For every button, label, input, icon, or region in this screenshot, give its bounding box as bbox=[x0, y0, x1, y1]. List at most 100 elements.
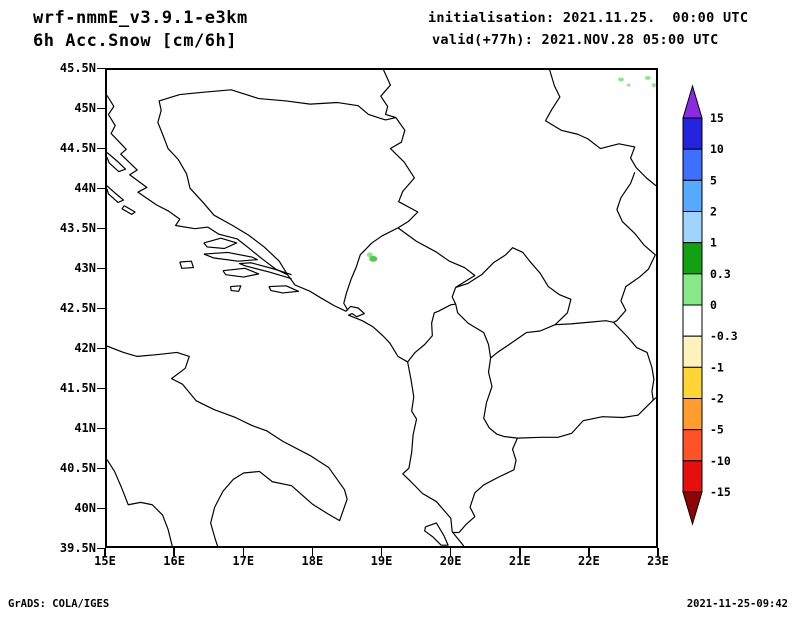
y-axis-label: 45N bbox=[74, 101, 96, 115]
colorbar-segment bbox=[682, 398, 703, 431]
y-axis-label: 40.5N bbox=[59, 461, 96, 475]
y-axis-label: 42N bbox=[74, 341, 96, 355]
model-title: wrf-nmmE_v3.9.1-e3km bbox=[33, 8, 248, 28]
field-title: 6h Acc.Snow [cm/6h] bbox=[33, 31, 237, 51]
y-axis-label: 41.5N bbox=[59, 381, 96, 395]
y-axis-label: 44.5N bbox=[59, 141, 96, 155]
macedonia-border bbox=[517, 320, 655, 439]
snow-accumulation-spot bbox=[644, 75, 651, 80]
map-frame bbox=[105, 68, 658, 548]
x-axis-label: 20E bbox=[439, 554, 462, 568]
y-tick-mark bbox=[97, 307, 105, 309]
x-tick-mark bbox=[242, 548, 244, 556]
coastline-brac-island bbox=[203, 237, 238, 250]
colorbar-label: 15 bbox=[710, 111, 724, 125]
snow-accumulation-spot bbox=[366, 252, 373, 258]
y-axis-label: 45.5N bbox=[59, 61, 96, 75]
coastline-adriatic-coast bbox=[107, 95, 465, 546]
colorbar-segment bbox=[682, 273, 703, 306]
coastline-italy-adriatic-coast bbox=[107, 345, 348, 546]
colorbar-label: 10 bbox=[710, 142, 724, 156]
coastline-peljesac-peninsula bbox=[238, 262, 292, 280]
colorbar-label: 1 bbox=[710, 236, 717, 250]
y-tick-mark bbox=[97, 147, 105, 149]
albania-east-border bbox=[452, 357, 519, 534]
snow-accumulation-spot bbox=[626, 83, 631, 87]
y-tick-mark bbox=[97, 427, 105, 429]
coastline-vis-island bbox=[179, 260, 195, 269]
snow-accumulation-spot bbox=[651, 83, 656, 88]
colorbar-segment bbox=[682, 429, 703, 462]
colorbar-label: -10 bbox=[710, 454, 731, 468]
colorbar-label: -0.3 bbox=[710, 329, 738, 343]
x-axis-label: 22E bbox=[578, 554, 600, 568]
x-tick-mark bbox=[104, 548, 106, 556]
snow-accumulation-spot bbox=[369, 255, 378, 262]
colorbar-segment bbox=[682, 179, 703, 213]
y-axis-label: 40N bbox=[74, 501, 96, 515]
y-tick-mark bbox=[97, 507, 105, 509]
colorbar-segment bbox=[682, 460, 703, 493]
y-axis-label: 43.5N bbox=[59, 221, 96, 235]
y-axis-label: 39.5N bbox=[59, 541, 96, 555]
y-tick-mark bbox=[97, 467, 105, 469]
colorbar-label: 2 bbox=[710, 205, 717, 219]
x-tick-mark bbox=[380, 548, 383, 556]
valid-time: valid(+77h): 2021.NOV.28 05:00 UTC bbox=[432, 32, 719, 48]
coastline-italy-tyrrhenian-coast bbox=[107, 459, 173, 546]
coastline-dugi-otok bbox=[107, 185, 125, 204]
coastline-mljet-island bbox=[268, 285, 300, 294]
colorbar-label: 5 bbox=[710, 173, 717, 187]
montenegro-serbia-border bbox=[397, 227, 476, 288]
serbia-croatia-border bbox=[380, 70, 397, 119]
colorbar-segment bbox=[682, 211, 703, 244]
x-tick-mark bbox=[449, 548, 452, 556]
colorbar-label: -15 bbox=[710, 485, 731, 499]
y-axis-label: 41N bbox=[74, 421, 96, 435]
x-axis-label: 23E bbox=[647, 554, 669, 568]
y-tick-mark bbox=[97, 107, 105, 109]
colorbar: 15 10 5 2 1 0.3 0 -0.3 -1 -2 -5 -10 -15 bbox=[682, 84, 738, 526]
colorbar-top-arrow bbox=[682, 84, 703, 119]
x-axis-label: 15E bbox=[94, 554, 116, 568]
colorbar-label: 0 bbox=[710, 298, 717, 312]
creation-timestamp: 2021-11-25-09:42 bbox=[686, 598, 788, 610]
bosnia-montenegro-border bbox=[343, 227, 399, 311]
colorbar-bottom-arrow bbox=[682, 491, 703, 526]
x-tick-mark bbox=[311, 548, 314, 556]
colorbar-label: -1 bbox=[710, 360, 724, 374]
croatia-bosnia-border bbox=[157, 89, 397, 275]
grads-credit: GrADS: COLA/IGES bbox=[8, 598, 110, 610]
initialisation-time: initialisation: 2021.11.25. 00:00 UTC bbox=[428, 10, 749, 26]
coastline-corfu-island bbox=[424, 522, 449, 546]
x-axis-label: 18E bbox=[301, 554, 324, 568]
y-tick-mark bbox=[97, 387, 105, 389]
coastline-hvar-island bbox=[203, 251, 258, 262]
x-tick-mark bbox=[173, 548, 175, 556]
y-axis-label: 43N bbox=[74, 261, 96, 275]
colorbar-segment bbox=[682, 148, 703, 181]
coastline-lastovo-island bbox=[229, 285, 242, 292]
y-tick-mark bbox=[97, 547, 105, 549]
bulgaria-greece-border bbox=[652, 397, 656, 401]
colorbar-segment bbox=[682, 335, 703, 368]
y-tick-mark bbox=[97, 227, 105, 229]
colorbar-label: -2 bbox=[710, 392, 724, 406]
colorbar-label: 0.3 bbox=[710, 267, 731, 281]
serbia-bosnia-border bbox=[389, 117, 419, 229]
y-axis-label: 42.5N bbox=[59, 301, 96, 315]
coastline-korcula-island bbox=[222, 267, 260, 278]
snow-accumulation-spot bbox=[617, 77, 624, 82]
y-tick-mark bbox=[97, 187, 105, 189]
y-tick-mark bbox=[97, 267, 105, 269]
colorbar-label: -5 bbox=[710, 423, 724, 437]
x-axis-label: 19E bbox=[370, 554, 393, 568]
x-axis-label: 21E bbox=[508, 554, 531, 568]
x-tick-mark bbox=[588, 548, 590, 556]
kosovo-border bbox=[451, 247, 572, 359]
bulgaria-serbia-border bbox=[613, 172, 656, 323]
montenegro-albania-border bbox=[407, 303, 456, 363]
x-axis-label: 17E bbox=[232, 554, 255, 568]
y-tick-mark bbox=[97, 347, 105, 349]
